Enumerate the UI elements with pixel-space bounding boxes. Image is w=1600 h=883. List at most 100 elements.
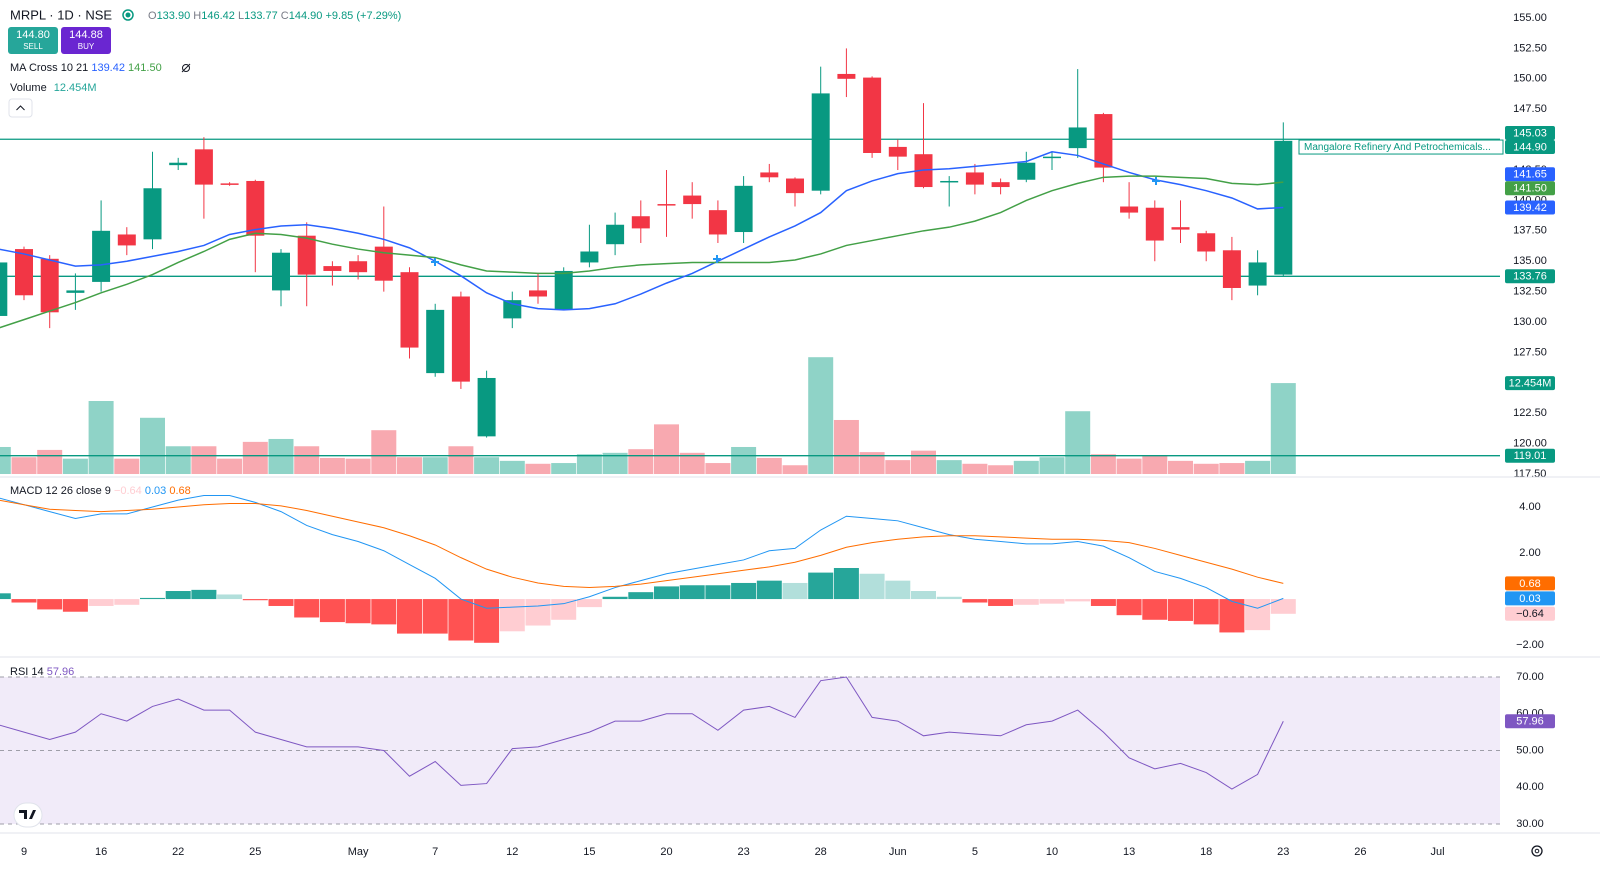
histogram-bar xyxy=(859,573,885,600)
collapse-button[interactable] xyxy=(8,98,33,118)
volume-bar xyxy=(397,457,422,474)
histogram-bar xyxy=(1168,599,1193,621)
price-label-box xyxy=(1505,200,1555,215)
volume-legend: Volume 12.454M xyxy=(10,82,97,94)
volume-bar xyxy=(1090,454,1116,474)
candle-body xyxy=(1222,250,1241,288)
price-label-box xyxy=(1505,167,1555,182)
moving-average xyxy=(0,151,1284,311)
volume-bar xyxy=(756,457,782,474)
volume-bar xyxy=(165,446,191,474)
ma-value: 141.50 xyxy=(128,62,162,74)
volume-bar xyxy=(731,446,757,474)
y-tick-label: 132.50 xyxy=(1513,286,1547,298)
candle-body xyxy=(246,180,265,236)
macd-label: −0.64 xyxy=(1516,608,1544,620)
y-tick-label: 135.00 xyxy=(1513,255,1547,267)
candle-body xyxy=(477,377,496,437)
candle-body xyxy=(1017,162,1036,180)
volume-bar xyxy=(679,452,705,474)
histogram-bar xyxy=(294,599,320,618)
histogram-bar xyxy=(679,585,705,600)
histogram-bar xyxy=(217,594,243,600)
volume-title: Volume xyxy=(10,82,47,94)
volume-bar xyxy=(371,430,397,474)
volume-bar xyxy=(474,457,500,474)
volume-bar xyxy=(345,458,371,474)
volume-bar xyxy=(654,424,679,474)
name-label-box xyxy=(1298,139,1504,155)
volume-bar xyxy=(1013,460,1039,474)
histogram-bar xyxy=(808,572,834,600)
symbol: MRPL · 1D · NSE xyxy=(10,7,112,22)
macd-title: MACD 12 26 close 9 xyxy=(10,485,111,497)
histogram-bar xyxy=(140,597,165,600)
ohlc-key: O xyxy=(148,10,157,22)
price-label: 119.01 xyxy=(1514,450,1547,462)
signal-line xyxy=(0,499,1284,589)
volume-bar xyxy=(268,438,294,474)
hide-icon[interactable] xyxy=(181,63,191,73)
ma-cross-markers xyxy=(431,177,1160,266)
volume-bar xyxy=(191,446,217,474)
volume-bar xyxy=(885,460,911,474)
price-label-box xyxy=(1505,269,1555,284)
sell-button[interactable] xyxy=(8,27,58,54)
candle-body xyxy=(837,73,856,79)
x-tick-label: 9 xyxy=(21,846,27,858)
x-tick-label: Jul xyxy=(1430,846,1444,858)
volume-bar xyxy=(0,446,11,474)
y-tick-label: −2.00 xyxy=(1516,639,1544,651)
histogram-bar xyxy=(525,599,551,626)
volume-bar xyxy=(1219,463,1245,474)
ohlc-key: H xyxy=(193,10,201,22)
x-tick-label: 16 xyxy=(95,846,107,858)
candle-body xyxy=(1248,262,1267,286)
buy-label: BUY xyxy=(78,42,95,51)
histogram-bar xyxy=(551,599,577,620)
volume-value: 12.454M xyxy=(54,82,97,94)
legend: MRPL · 1D · NSE O133.90 H146.42 L133.77 … xyxy=(8,7,401,678)
sell-price: 144.80 xyxy=(16,29,50,41)
axes: 117.50120.00122.50125.00127.50130.00132.… xyxy=(21,12,1555,858)
volume-bar xyxy=(936,460,962,474)
y-tick-label: 152.50 xyxy=(1513,42,1547,54)
candle-body xyxy=(683,195,702,205)
histogram-bar xyxy=(576,599,602,608)
candle-body xyxy=(92,230,111,282)
candle-body xyxy=(657,204,676,206)
ohlc-key: L xyxy=(238,10,244,22)
x-tick-label: 10 xyxy=(1046,846,1058,858)
candle-body xyxy=(323,266,342,271)
macd-label-box xyxy=(1505,591,1555,606)
x-tick-label: 12 xyxy=(506,846,518,858)
volume-bar xyxy=(499,460,525,474)
volume-bar xyxy=(1270,383,1296,474)
candle-body xyxy=(554,270,573,310)
settings-icon[interactable] xyxy=(1531,845,1543,857)
x-tick-label: 23 xyxy=(1277,846,1289,858)
tv-logo xyxy=(13,802,43,828)
macd-label-box xyxy=(1505,576,1555,591)
rsi-title: RSI 14 xyxy=(10,666,44,678)
candle-body xyxy=(1197,233,1216,252)
x-tick-label: Jun xyxy=(889,846,907,858)
y-tick-label: 122.50 xyxy=(1513,407,1547,419)
histogram-bar xyxy=(705,585,731,600)
volume-bar xyxy=(1193,463,1219,474)
histogram-bar xyxy=(885,580,911,600)
macd-value: 0.68 xyxy=(169,485,190,497)
y-tick-label: 4.00 xyxy=(1519,501,1540,513)
candle-body xyxy=(15,249,33,296)
candle-body xyxy=(606,224,625,245)
buy-button[interactable] xyxy=(61,27,111,54)
candle-body xyxy=(349,261,368,273)
x-tick-label: 15 xyxy=(583,846,595,858)
ohlc: O133.90 H146.42 L133.77 C144.90 +9.85 (+… xyxy=(148,10,401,22)
sell-label: SELL xyxy=(23,42,43,51)
volume-bar xyxy=(62,458,88,474)
histogram-bar xyxy=(165,591,191,600)
name-label: Mangalore Refinery And Petrochemicals... xyxy=(1304,142,1491,153)
price-pane xyxy=(0,48,1500,474)
histogram-bar xyxy=(1270,599,1296,614)
